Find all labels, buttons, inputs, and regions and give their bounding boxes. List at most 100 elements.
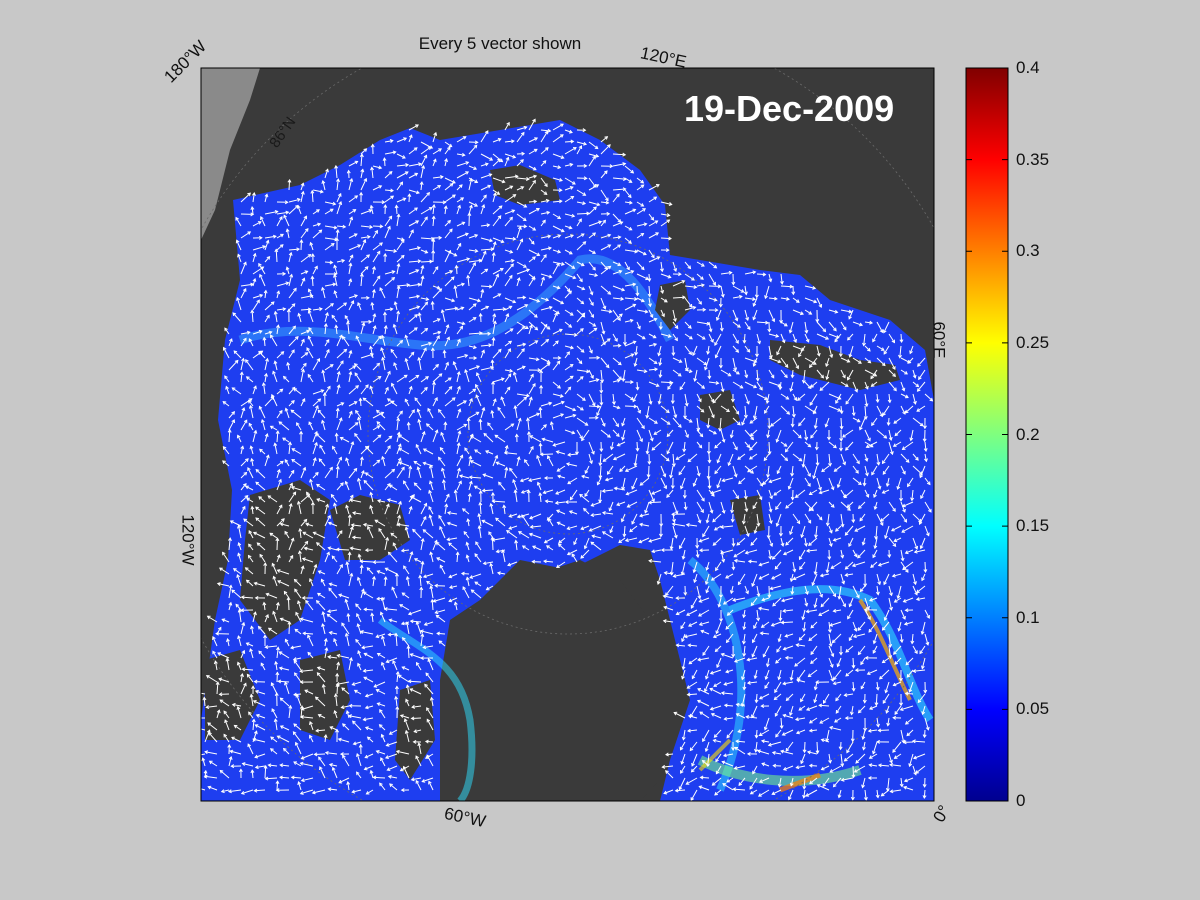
drift-vector-head <box>237 552 241 557</box>
drift-vector-head <box>346 320 350 325</box>
drift-vector-head <box>780 620 785 625</box>
drift-vector-head <box>353 401 358 405</box>
drift-vector-head <box>583 176 588 181</box>
drift-vector <box>764 717 770 730</box>
drift-vector-head <box>327 655 332 659</box>
drift-vector <box>808 633 818 641</box>
drift-vector-head <box>634 351 639 356</box>
drift-vector-head <box>807 443 812 448</box>
drift-vector <box>696 284 705 287</box>
drift-vector <box>744 285 747 295</box>
drift-vector <box>246 674 254 683</box>
drift-vector-head <box>317 222 322 227</box>
drift-vector-head <box>207 722 212 726</box>
drift-vector-head <box>224 375 228 380</box>
drift-vector <box>788 477 794 490</box>
drift-vector-head <box>328 630 333 635</box>
drift-vector <box>835 393 842 404</box>
drift-vector <box>540 362 551 371</box>
drift-vector-head <box>893 420 898 424</box>
drift-vector <box>303 632 314 635</box>
drift-vector <box>860 657 866 665</box>
drift-vector-head <box>568 250 573 255</box>
drift-vector <box>876 681 879 690</box>
drift-vector-head <box>238 768 243 773</box>
drift-vector-head <box>410 777 415 782</box>
drift-vector-head <box>314 471 319 476</box>
drift-vector-head <box>397 674 402 679</box>
drift-vector-head <box>765 663 770 668</box>
drift-vector-head <box>632 340 637 345</box>
drift-vector <box>564 273 576 279</box>
drift-vector-head <box>508 274 513 279</box>
drift-vector <box>480 251 487 263</box>
drift-vector <box>892 741 902 753</box>
drift-vector-head <box>361 645 366 650</box>
drift-vector-head <box>590 541 595 546</box>
drift-vector-head <box>286 596 291 601</box>
drift-vector <box>362 397 374 407</box>
drift-vector-head <box>847 507 851 511</box>
drift-vector <box>377 500 386 503</box>
drift-vector-head <box>743 414 748 419</box>
drift-vector-head <box>554 312 558 316</box>
drift-vector <box>394 301 398 311</box>
drift-vector-head <box>203 774 208 779</box>
drift-vector <box>371 302 374 311</box>
drift-vector <box>552 312 558 323</box>
drift-vector <box>540 357 551 364</box>
drift-vector-head <box>333 264 338 269</box>
drift-vector-head <box>672 573 677 578</box>
drift-vector-head <box>294 741 299 746</box>
drift-vector <box>893 537 902 542</box>
drift-vector-head <box>356 613 360 617</box>
drift-vector <box>757 750 770 755</box>
drift-vector <box>267 495 278 503</box>
drift-vector-head <box>348 371 353 375</box>
drift-vector <box>544 537 554 544</box>
drift-vector-head <box>254 754 259 759</box>
drift-vector-head <box>509 185 514 190</box>
drift-vector <box>396 671 399 683</box>
drift-vector-head <box>410 229 414 234</box>
drift-vector <box>431 599 434 611</box>
drift-vector-head <box>349 498 354 503</box>
drift-vector <box>756 273 766 276</box>
drift-vector <box>492 398 497 407</box>
drift-vector <box>435 609 446 614</box>
drift-vector <box>475 541 482 551</box>
drift-vector <box>776 465 782 474</box>
drift-vector <box>600 136 608 143</box>
drift-vector-head <box>904 721 909 725</box>
drift-vector-head <box>442 349 447 354</box>
drift-vector-head <box>390 188 394 193</box>
drift-vector <box>542 438 554 443</box>
drift-vector-head <box>861 541 866 546</box>
drift-vector <box>456 258 470 263</box>
drift-vector-head <box>769 586 774 591</box>
drift-vector-head <box>808 507 813 512</box>
drift-vector <box>309 735 314 743</box>
drift-vector <box>480 248 494 251</box>
drift-vector <box>492 252 495 263</box>
drift-vector-head <box>461 221 466 226</box>
drift-vector <box>732 285 744 293</box>
drift-vector <box>843 489 854 498</box>
drift-vector-head <box>490 359 495 364</box>
drift-vector <box>363 669 374 672</box>
drift-vector <box>756 369 759 381</box>
drift-vector-head <box>892 443 897 447</box>
drift-vector-head <box>300 715 304 719</box>
drift-vector <box>456 386 461 395</box>
drift-vector-head <box>248 422 253 427</box>
drift-vector <box>552 309 560 315</box>
drift-vector-head <box>736 421 741 426</box>
drift-vector-head <box>306 347 310 351</box>
drift-vector-head <box>558 539 562 544</box>
drift-vector-head <box>556 468 561 472</box>
drift-vector <box>504 340 512 347</box>
drift-vector-head <box>917 363 921 367</box>
drift-vector <box>743 681 746 690</box>
drift-vector <box>498 481 506 491</box>
drift-vector-head <box>407 679 412 684</box>
